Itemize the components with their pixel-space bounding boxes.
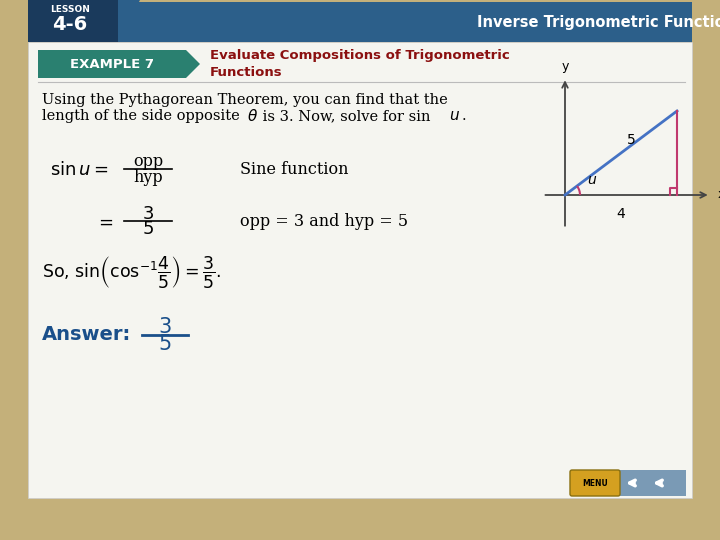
Text: 5: 5: [143, 220, 154, 238]
Bar: [28, 2, 692, 42]
Text: Using the Pythagorean Theorem, you can find that the: Using the Pythagorean Theorem, you can f…: [42, 93, 448, 107]
Text: LESSON: LESSON: [50, 5, 90, 15]
Text: 5: 5: [158, 334, 171, 354]
Bar: [28, 0, 118, 42]
Polygon shape: [118, 0, 140, 42]
Text: Inverse Trigonometric Functions: Inverse Trigonometric Functions: [477, 15, 720, 30]
Text: Functions: Functions: [210, 66, 283, 79]
FancyBboxPatch shape: [570, 470, 620, 496]
Text: 5: 5: [627, 133, 636, 147]
Text: hyp: hyp: [133, 168, 163, 186]
Text: x: x: [717, 188, 720, 201]
Bar: [28, 42, 692, 498]
Polygon shape: [186, 50, 200, 78]
Bar: [38, 50, 186, 78]
Text: 4: 4: [616, 207, 626, 221]
Text: So, $\sin\!\left(\cos^{-1}\!\dfrac{4}{5}\right)=\dfrac{3}{5}.$: So, $\sin\!\left(\cos^{-1}\!\dfrac{4}{5}…: [42, 254, 221, 290]
Text: y: y: [562, 59, 569, 72]
Text: opp: opp: [133, 153, 163, 171]
Text: opp = 3 and hyp = 5: opp = 3 and hyp = 5: [240, 213, 408, 231]
Text: 3: 3: [158, 317, 171, 337]
Bar: [570, 470, 686, 496]
Text: 3: 3: [143, 205, 154, 223]
Text: is 3. Now, solve for sin: is 3. Now, solve for sin: [258, 109, 435, 123]
Text: $u$: $u$: [587, 173, 597, 187]
Text: MENU: MENU: [582, 478, 608, 488]
Text: length of the side opposite: length of the side opposite: [42, 109, 244, 123]
Text: Answer:: Answer:: [42, 326, 131, 345]
Text: EXAMPLE 7: EXAMPLE 7: [70, 57, 154, 71]
Text: $\sin u = $: $\sin u = $: [50, 161, 109, 179]
Text: $\theta$: $\theta$: [247, 108, 258, 124]
Text: $= $: $= $: [95, 213, 114, 231]
Text: Evaluate Compositions of Trigonometric: Evaluate Compositions of Trigonometric: [210, 50, 510, 63]
Text: .: .: [462, 109, 467, 123]
Text: Sine function: Sine function: [240, 161, 348, 179]
Text: $u$: $u$: [449, 109, 460, 124]
Text: 4-6: 4-6: [53, 15, 88, 33]
